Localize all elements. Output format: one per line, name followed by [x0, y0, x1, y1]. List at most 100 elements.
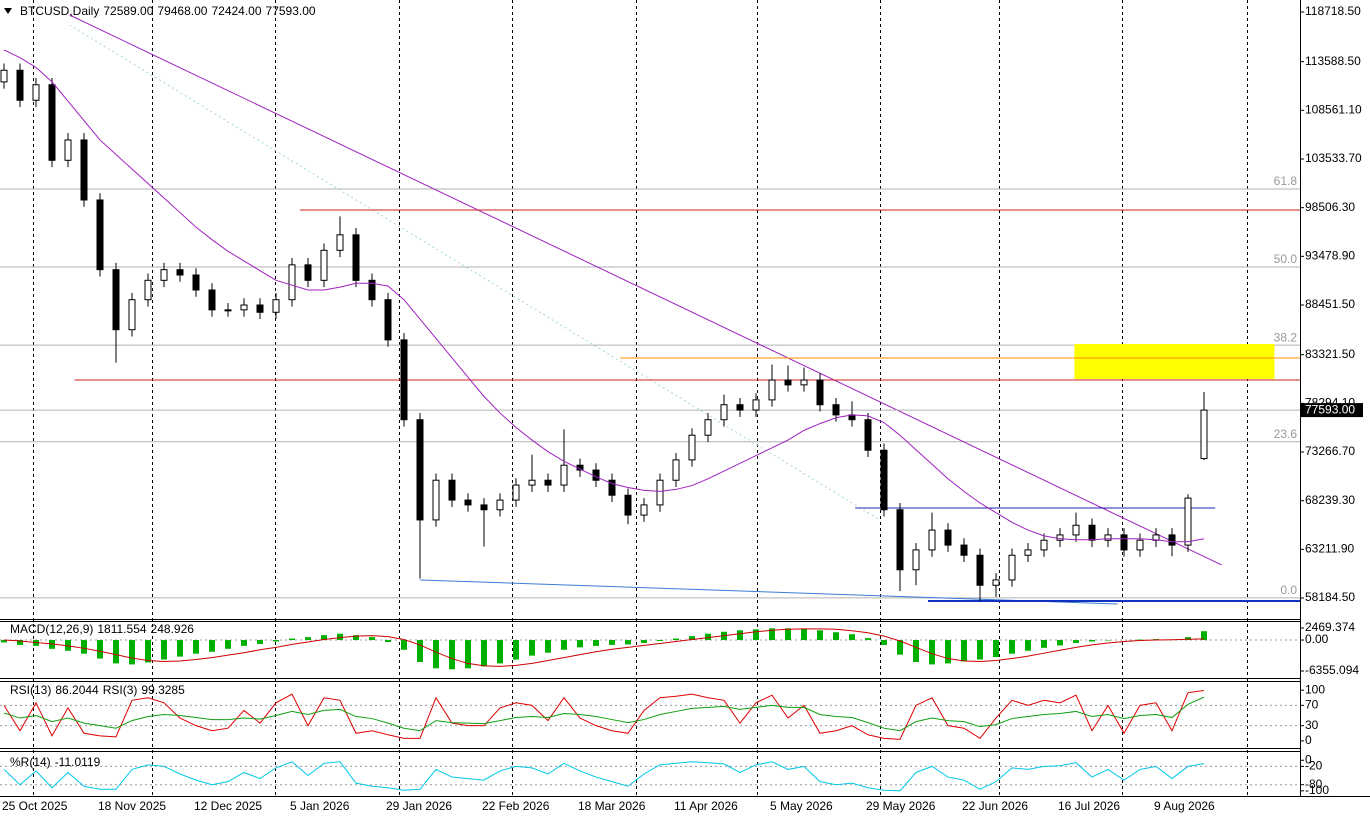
macd-bar — [801, 629, 807, 640]
candle-body — [673, 460, 679, 480]
macd-bar — [577, 640, 583, 647]
candle-body — [529, 480, 535, 485]
candle-body — [1, 70, 7, 82]
candle-body — [1073, 525, 1079, 535]
macd-bar — [97, 640, 103, 659]
macd-bar — [1073, 640, 1079, 643]
y-tick-label: 113588.50 — [1305, 54, 1361, 68]
y-tick-label: 100 — [1305, 682, 1325, 696]
y-tick-label: 83321.50 — [1305, 347, 1355, 361]
y-tick-label: 118718.50 — [1305, 4, 1361, 18]
y-tick-label: 58184.50 — [1305, 590, 1355, 604]
header-part: 72424.00 — [211, 4, 261, 18]
header-part: 86.2044 — [55, 683, 99, 697]
macd-bar — [865, 638, 871, 640]
macd-bar — [497, 640, 503, 663]
y-tick-label: 0 — [1305, 733, 1312, 747]
candle-body — [977, 555, 983, 585]
y-tick-label: 93478.90 — [1305, 249, 1355, 263]
candle-body — [401, 340, 407, 420]
candle-body — [641, 505, 647, 515]
y-tick-label: 63211.90 — [1305, 541, 1354, 555]
macd-bar — [817, 630, 823, 640]
fib-label: 0.0 — [1280, 583, 1297, 597]
highlight-zone — [1074, 344, 1274, 379]
header-part: RSI(13) — [10, 683, 51, 697]
candle-body — [801, 380, 807, 385]
candle-body — [689, 435, 695, 460]
candle-body — [721, 405, 727, 420]
header-part: %R(14) — [10, 755, 51, 769]
candle-body — [1009, 555, 1015, 580]
pane-header: %R(14) -11.0119 — [10, 755, 101, 769]
macd-bar — [385, 640, 391, 642]
candle-body — [145, 280, 151, 299]
candle-body — [1025, 550, 1031, 555]
candle-body — [513, 485, 519, 500]
candle-body — [833, 405, 839, 415]
macd-bar — [209, 640, 215, 652]
macd-bar — [545, 640, 551, 653]
fib-label: 23.6 — [1274, 427, 1298, 441]
macd-bar — [625, 640, 631, 644]
macd-bar — [785, 628, 791, 640]
x-tick-label: 12 Dec 2025 — [194, 799, 262, 813]
candle-body — [1057, 535, 1063, 540]
candle-body — [481, 505, 487, 510]
candle-body — [305, 265, 311, 280]
macd-bar — [529, 640, 535, 656]
macd-bar — [849, 634, 855, 640]
macd-bar — [913, 640, 919, 662]
header-part: 72589.00 — [103, 4, 153, 18]
candle-body — [785, 380, 791, 385]
header-part: -11.0119 — [55, 755, 101, 769]
macd-bar — [369, 637, 375, 640]
candle-body — [913, 550, 919, 570]
candle-body — [353, 235, 359, 280]
candle-body — [1137, 540, 1143, 550]
candle-body — [705, 420, 711, 435]
candle-body — [337, 235, 343, 250]
candle-body — [961, 545, 967, 555]
y-tick-label: 98506.30 — [1305, 200, 1355, 214]
candle-body — [385, 300, 391, 340]
candle-body — [241, 305, 247, 310]
macd-bar — [657, 640, 663, 641]
candle-body — [417, 420, 423, 520]
candle-body — [865, 420, 871, 450]
macd-bar — [945, 640, 951, 663]
candle-body — [273, 300, 279, 313]
macd-bar — [881, 640, 887, 645]
candle-body — [97, 200, 103, 270]
y-tick-label: 88451.50 — [1305, 297, 1355, 311]
x-tick-label: 5 May 2026 — [770, 799, 833, 813]
candle-body — [81, 140, 87, 200]
macd-bar — [609, 640, 615, 645]
macd-bar — [177, 640, 183, 657]
candle-body — [49, 85, 55, 161]
macd-bar — [993, 640, 999, 657]
y-tick-label: -100 — [1305, 783, 1329, 797]
macd-bar — [481, 640, 487, 666]
y-tick-label: -6355.094 — [1305, 663, 1359, 677]
macd-bar — [337, 634, 343, 640]
candle-body — [177, 270, 183, 275]
macd-bar — [1041, 640, 1047, 648]
header-part: 1811.554 — [97, 622, 146, 636]
candle-body — [1201, 410, 1207, 458]
candle-body — [465, 500, 471, 505]
macd-bar — [113, 640, 119, 663]
candle-body — [497, 500, 503, 510]
header-part: 77593.00 — [266, 4, 316, 18]
macd-bar — [1025, 640, 1031, 651]
x-tick-label: 16 Jul 2026 — [1058, 799, 1120, 813]
candle-body — [625, 495, 631, 515]
candle-body — [17, 70, 23, 100]
x-tick-label: 18 Mar 2026 — [578, 799, 646, 813]
macd-bar — [417, 640, 423, 662]
macd-bar — [193, 640, 199, 654]
